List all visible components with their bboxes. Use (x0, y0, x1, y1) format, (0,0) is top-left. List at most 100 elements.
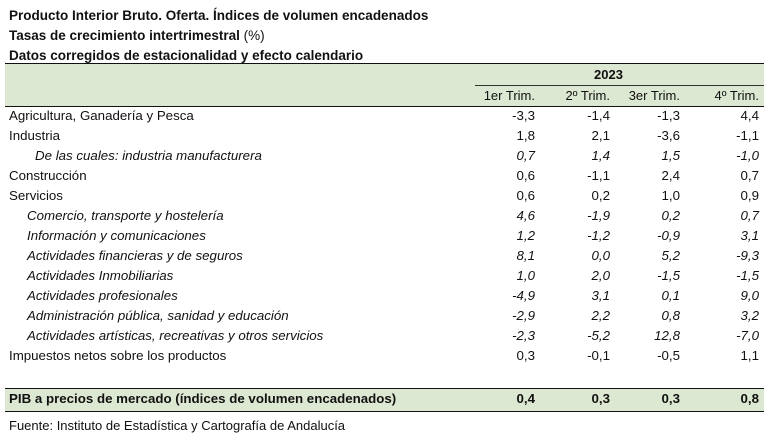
cell-q1: -4,9 (512, 288, 535, 303)
table-row: Construcción 0,6 -1,1 2,4 0,7 (5, 166, 764, 186)
cell-q2: -1,4 (587, 108, 610, 123)
cell-q2: -5,2 (587, 328, 610, 343)
cell-q3: -3,6 (657, 128, 680, 143)
cell-q3: 0,2 (661, 208, 681, 223)
row-label: Actividades financieras y de seguros (27, 248, 243, 263)
col-header-q4: 4º Trim. (714, 88, 759, 103)
table-row: Actividades financieras y de seguros 8,1 0… (5, 246, 764, 266)
cell-q1: -2,3 (512, 328, 535, 343)
row-label: De las cuales: industria manufacturera (35, 148, 262, 163)
cell-q3: 0,1 (661, 288, 681, 303)
cell-q4: -1,1 (736, 128, 759, 143)
cell-q3: 1,5 (661, 148, 681, 163)
cell-q2: -0,1 (587, 348, 610, 363)
row-label: Construcción (9, 168, 87, 183)
cell-q1: 8,1 (516, 248, 536, 263)
table-row: Comercio, transporte y hostelería 4,6 -1,9… (5, 206, 764, 226)
cell-q4: 4,4 (740, 108, 760, 123)
row-label: Actividades artísticas, recreativas y ot… (27, 328, 324, 343)
cell-q4: -9,3 (736, 248, 759, 263)
cell-q4: -1,5 (736, 268, 759, 283)
cell-q3: 2,4 (661, 168, 681, 183)
cell-q1: -3,3 (512, 108, 535, 123)
table-header: 2023 1er Trim. 2º Trim. 3er Trim. 4º Tri… (5, 63, 764, 107)
row-label: Comercio, transporte y hostelería (27, 208, 224, 223)
row-label: Administración pública, sanidad y educac… (27, 308, 289, 323)
row-label: Actividades profesionales (27, 288, 178, 303)
title-subtitle-text: Tasas de crecimiento intertrimestral (9, 28, 240, 43)
cell-q2: 2,1 (591, 128, 611, 143)
table-row: Administración pública, sanidad y educac… (5, 306, 764, 326)
title-note: Datos corregidos de estacionalidad y efe… (9, 48, 364, 63)
col-header-q3: 3er Trim. (628, 88, 680, 103)
total-q3: 0,3 (661, 391, 681, 406)
cell-q2: 2,0 (591, 268, 611, 283)
cell-q4: -7,0 (736, 328, 759, 343)
title-block: Producto Interior Bruto. Oferta. Índices… (9, 6, 428, 66)
cell-q2: -1,1 (587, 168, 610, 183)
cell-q3: -0,5 (657, 348, 680, 363)
cell-q1: 1,0 (516, 268, 536, 283)
cell-q1: 1,2 (516, 228, 536, 243)
cell-q1: -2,9 (512, 308, 535, 323)
year-divider (475, 85, 764, 86)
total-row: PIB a precios de mercado (índices de vol… (5, 388, 764, 412)
cell-q3: 1,0 (661, 188, 681, 203)
row-label: Agricultura, Ganadería y Pesca (9, 108, 194, 123)
cell-q4: 1,1 (740, 348, 760, 363)
table-row: Información y comunicaciones 1,2 -1,2 -0,9 3… (5, 226, 764, 246)
table-row: Industria 1,8 2,1 -3,6 -1,1 (5, 126, 764, 146)
table-row: Actividades profesionales -4,9 3,1 0,1 9,0 (5, 286, 764, 306)
cell-q2: 3,1 (591, 288, 611, 303)
table-row: Servicios 0,6 0,2 1,0 0,9 (5, 186, 764, 206)
col-header-q1: 1er Trim. (483, 88, 535, 103)
data-table: 2023 1er Trim. 2º Trim. 3er Trim. 4º Tri… (5, 63, 764, 366)
title-main: Producto Interior Bruto. Oferta. Índices… (9, 8, 429, 23)
year-label: 2023 (594, 67, 623, 82)
cell-q4: 0,7 (740, 208, 760, 223)
title-unit: (%) (243, 28, 265, 43)
table-row: De las cuales: industria manufacturera 0,… (5, 146, 764, 166)
cell-q4: -1,0 (736, 148, 759, 163)
cell-q2: 0,2 (591, 188, 611, 203)
cell-q1: 0,6 (516, 168, 536, 183)
row-label: Servicios (9, 188, 63, 203)
total-label: PIB a precios de mercado (índices de vol… (9, 391, 397, 406)
cell-q1: 4,6 (516, 208, 536, 223)
cell-q3: -0,9 (657, 228, 680, 243)
cell-q2: -1,2 (587, 228, 610, 243)
table-row: Agricultura, Ganadería y Pesca -3,3 -1,4 -1… (5, 106, 764, 126)
title-subtitle: Tasas de crecimiento intertrimestral (%) (9, 26, 428, 46)
cell-q1: 0,3 (516, 348, 536, 363)
cell-q1: 0,6 (516, 188, 536, 203)
row-label: Información y comunicaciones (27, 228, 206, 243)
column-headers: 1er Trim. 2º Trim. 3er Trim. 4º Trim. (5, 88, 764, 107)
cell-q2: 1,4 (591, 148, 611, 163)
row-label: Actividades Inmobiliarias (27, 268, 174, 283)
cell-q2: 0,0 (591, 248, 611, 263)
row-label: Impuestos netos sobre los productos (9, 348, 227, 363)
cell-q2: -1,9 (587, 208, 610, 223)
cell-q1: 0,7 (516, 148, 536, 163)
cell-q4: 3,2 (740, 308, 760, 323)
cell-q3: 5,2 (661, 248, 681, 263)
cell-q2: 2,2 (591, 308, 611, 323)
cell-q4: 9,0 (740, 288, 760, 303)
source-note: Fuente: Instituto de Estadística y Carto… (9, 418, 346, 433)
total-q2: 0,3 (591, 391, 611, 406)
col-header-q2: 2º Trim. (565, 88, 610, 103)
cell-q4: 3,1 (740, 228, 760, 243)
table-row: Actividades artísticas, recreativas y ot… (5, 326, 764, 346)
cell-q4: 0,7 (740, 168, 760, 183)
total-q4: 0,8 (740, 391, 760, 406)
cell-q3: -1,5 (657, 268, 680, 283)
cell-q1: 1,8 (516, 128, 536, 143)
total-q1: 0,4 (516, 391, 536, 406)
cell-q3: -1,3 (657, 108, 680, 123)
cell-q4: 0,9 (740, 188, 760, 203)
table-row: Actividades Inmobiliarias 1,0 2,0 -1,5 -1,5 (5, 266, 764, 286)
cell-q3: 12,8 (654, 328, 680, 343)
table-row: Impuestos netos sobre los productos 0,3 -0… (5, 346, 764, 366)
cell-q3: 0,8 (661, 308, 681, 323)
row-label: Industria (9, 128, 60, 143)
